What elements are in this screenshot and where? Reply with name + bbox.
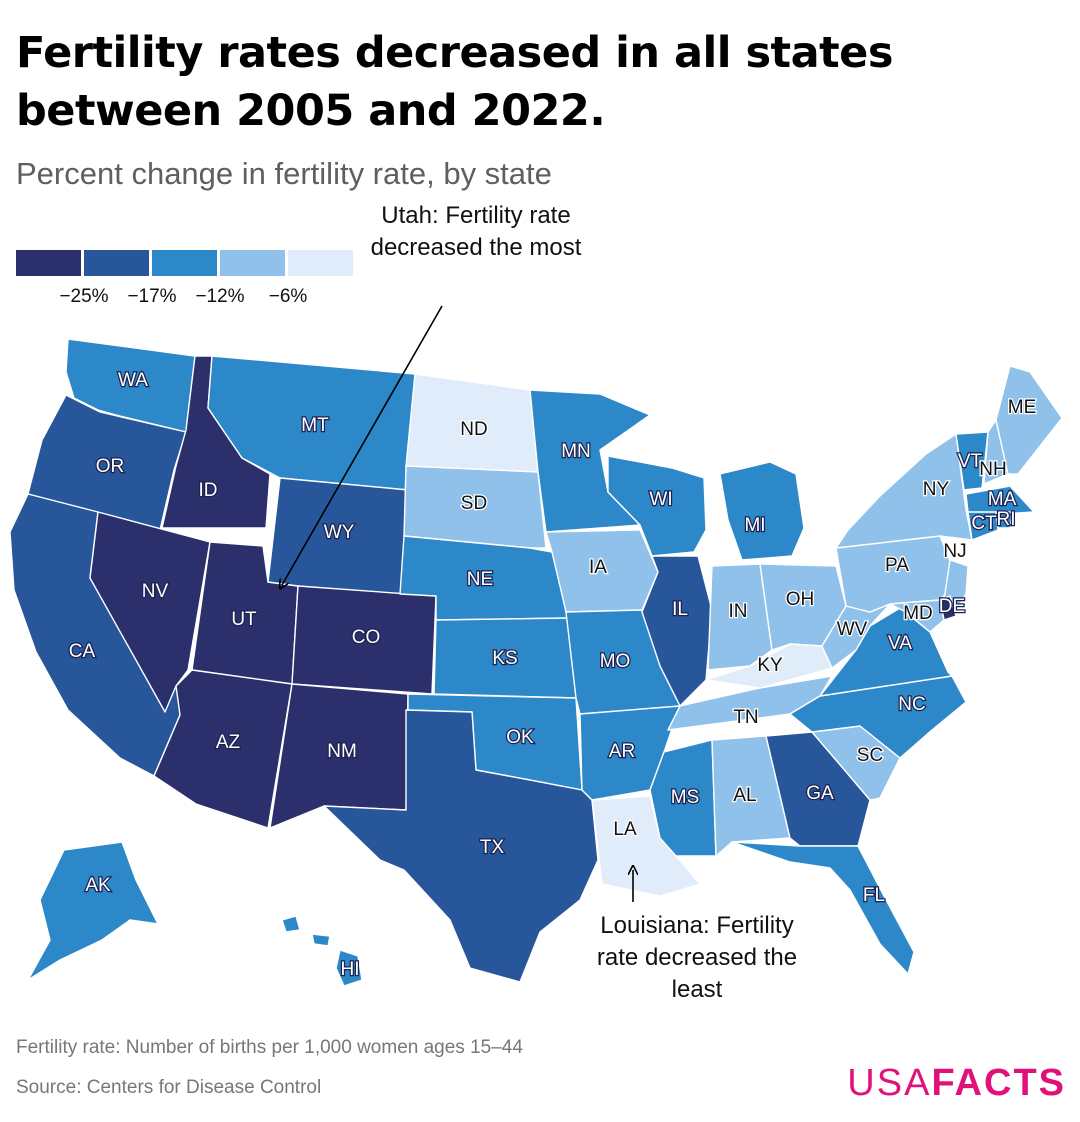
state-ny (835, 433, 973, 549)
state-label-nd: ND (460, 419, 487, 440)
state-hi (281, 915, 363, 987)
state-label-va: VA (888, 633, 912, 654)
logo-facts: FACTS (931, 1062, 1066, 1104)
state-label-ms: MS (671, 787, 700, 808)
usafacts-logo: USAFACTS (847, 1062, 1066, 1105)
state-label-al: AL (733, 785, 756, 806)
state-vt (955, 431, 989, 491)
state-label-tx: TX (480, 837, 505, 858)
state-label-nh: NH (979, 459, 1006, 480)
state-label-in: IN (729, 601, 748, 622)
state-label-wv: WV (837, 619, 868, 640)
legend-label: −17% (127, 286, 177, 307)
state-label-ky: KY (757, 655, 783, 676)
state-label-sd: SD (461, 493, 487, 514)
state-label-vt: VT (958, 451, 983, 472)
state-label-co: CO (352, 627, 381, 648)
state-label-ne: NE (467, 569, 493, 590)
state-label-ak: AK (85, 875, 111, 896)
state-label-nj: NJ (943, 541, 966, 562)
louisiana-annotation: Louisiana: Fertility rate decreased the … (596, 912, 798, 1003)
state-label-id: ID (199, 480, 218, 501)
legend-swatch (220, 250, 285, 276)
state-label-ma: MA (988, 489, 1017, 510)
state-label-wa: WA (118, 370, 148, 391)
state-ak (27, 841, 159, 981)
state-label-tn: TN (733, 707, 758, 728)
state-label-ut: UT (231, 609, 257, 630)
state-label-ga: GA (806, 783, 834, 804)
utah-annotation: Utah: Fertility rate decreased the most (370, 202, 582, 261)
state-label-ca: CA (69, 641, 96, 662)
legend-swatch (152, 250, 217, 276)
chart-subtitle: Percent change in fertility rate, by sta… (16, 156, 552, 191)
state-label-ct: CT (971, 513, 997, 534)
state-tx (323, 709, 599, 983)
state-label-ia: IA (589, 557, 607, 578)
state-label-la: LA (613, 819, 637, 840)
state-label-az: AZ (216, 732, 241, 753)
state-fl (731, 841, 915, 975)
state-label-fl: FL (863, 885, 885, 906)
state-label-wy: WY (324, 522, 355, 543)
state-label-me: ME (1008, 397, 1037, 418)
state-ct (967, 511, 999, 541)
state-label-ok: OK (506, 727, 534, 748)
state-label-mn: MN (561, 441, 591, 462)
state-md (889, 599, 945, 633)
state-label-hi: HI (341, 959, 360, 980)
state-label-nm: NM (327, 741, 357, 762)
state-or (27, 394, 187, 531)
state-label-wi: WI (649, 489, 672, 510)
source-note: Source: Centers for Disease Control (16, 1077, 322, 1098)
state-label-mo: MO (600, 651, 631, 672)
legend-label: −6% (268, 286, 308, 307)
footnote: Fertility rate: Number of births per 1,0… (16, 1037, 523, 1058)
legend-swatch (84, 250, 149, 276)
state-label-ks: KS (492, 648, 517, 669)
state-label-ar: AR (609, 741, 635, 762)
state-al (711, 735, 791, 857)
state-label-sc: SC (857, 745, 883, 766)
state-wi (607, 455, 707, 557)
state-label-ri: RI (997, 509, 1016, 530)
state-label-oh: OH (786, 589, 815, 610)
state-label-ny: NY (923, 479, 950, 500)
utah-arrow (282, 305, 443, 585)
state-label-nc: NC (898, 694, 925, 715)
logo-usa: USA (847, 1062, 932, 1104)
legend-swatch (16, 250, 81, 276)
state-label-md: MD (903, 603, 933, 624)
state-la (591, 795, 701, 897)
legend-label: −12% (195, 286, 245, 307)
chart-title: Fertility rates decreased in all states … (16, 28, 893, 136)
state-in (707, 563, 773, 671)
state-label-de: DE (939, 596, 965, 617)
state-label-or: OR (96, 456, 125, 477)
legend-swatch (288, 250, 353, 276)
state-me (995, 365, 1063, 475)
state-label-nv: NV (142, 581, 169, 602)
state-ma (965, 485, 1035, 515)
state-label-pa: PA (885, 555, 909, 576)
state-label-il: IL (672, 599, 688, 620)
state-label-mt: MT (301, 415, 329, 436)
legend-label: −25% (59, 286, 109, 307)
state-sd (403, 465, 547, 549)
state-label-mi: MI (744, 515, 765, 536)
state-mi (719, 461, 805, 561)
